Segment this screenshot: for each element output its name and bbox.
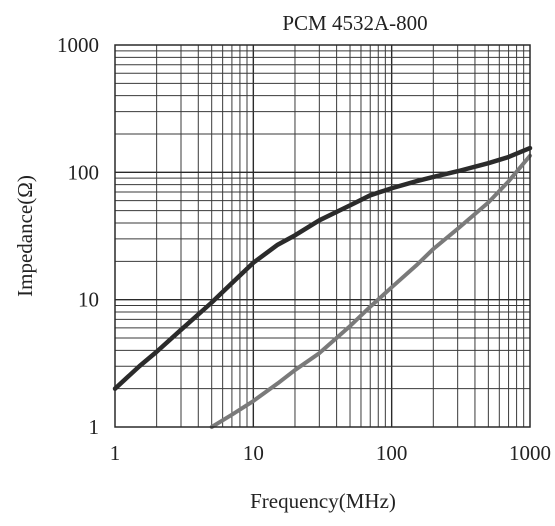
- series-line-2: [209, 153, 532, 429]
- x-tick-label: 100: [376, 441, 408, 465]
- x-tick-label: 1000: [509, 441, 551, 465]
- x-tick-label: 1: [110, 441, 121, 465]
- chart-title: PCM 4532A-800: [282, 11, 427, 35]
- plot-border: [114, 44, 531, 428]
- y-tick-label: 100: [68, 160, 100, 184]
- grid: [115, 45, 530, 427]
- series-layer: [112, 145, 533, 429]
- series-line-1: [112, 145, 533, 391]
- plot-frame: [114, 44, 531, 428]
- y-axis-label: Impedance(Ω): [13, 175, 37, 297]
- y-tick-label: 10: [78, 288, 99, 312]
- y-tick-label: 1: [89, 415, 100, 439]
- y-tick-label: 1000: [57, 33, 99, 57]
- x-axis-label: Frequency(MHz): [250, 489, 396, 513]
- tick-labels: 1 10 100 1000 1 10 100 1000: [57, 33, 551, 465]
- x-tick-label: 10: [243, 441, 264, 465]
